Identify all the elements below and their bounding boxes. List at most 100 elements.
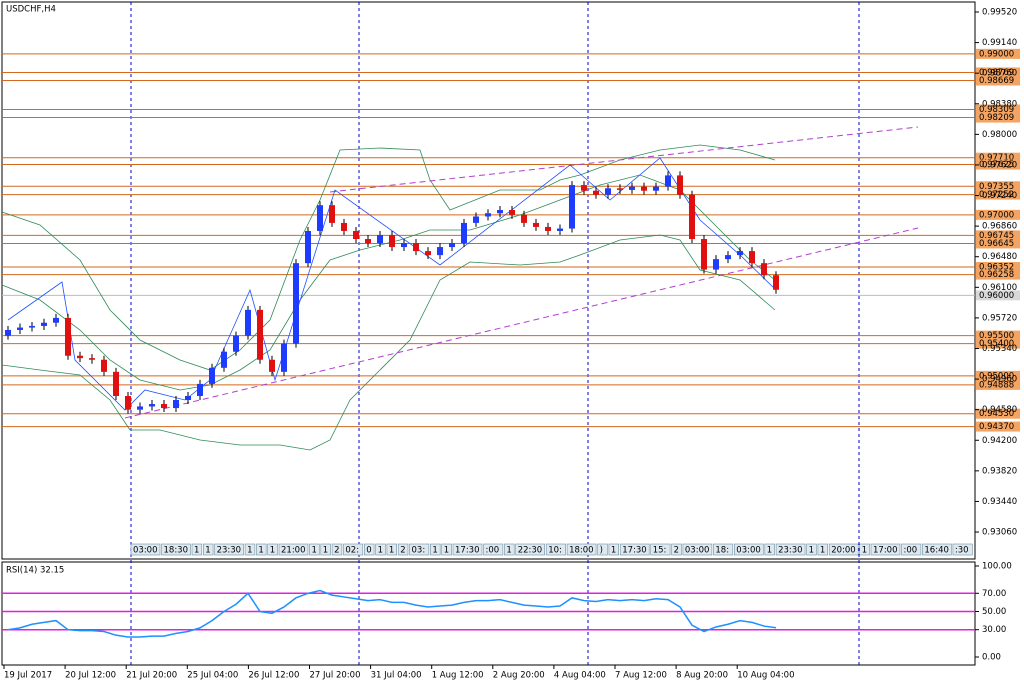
event-label: 20:00 bbox=[831, 546, 856, 556]
x-label: 20 Jul 12:00 bbox=[65, 671, 116, 681]
rsi-axis-label: 100.00 bbox=[982, 562, 1012, 572]
event-label: 1 bbox=[270, 546, 275, 556]
level-label: 0.95400 bbox=[979, 339, 1014, 349]
event-label: 2 bbox=[674, 546, 679, 556]
level-box bbox=[976, 421, 1020, 432]
event-box bbox=[671, 543, 682, 556]
candle-body bbox=[449, 243, 455, 248]
event-box bbox=[650, 543, 671, 556]
event-label: 02: bbox=[345, 546, 359, 556]
level-box bbox=[976, 262, 1020, 273]
level-box bbox=[976, 104, 1020, 115]
candle-body bbox=[497, 210, 503, 214]
x-label: 4 Aug 04:00 bbox=[554, 671, 606, 681]
event-box bbox=[870, 543, 901, 556]
level-label: 0.94530 bbox=[979, 409, 1014, 419]
candle-body bbox=[725, 255, 731, 260]
candle-body bbox=[281, 343, 287, 372]
event-box bbox=[256, 543, 267, 556]
candle-body bbox=[749, 251, 755, 264]
event-box bbox=[161, 543, 191, 556]
event-label: 18:00 bbox=[569, 546, 594, 556]
x-label: 27 Jul 20:00 bbox=[310, 671, 361, 681]
candle-body bbox=[593, 190, 599, 195]
indicators bbox=[1, 126, 919, 451]
price-label: 0.96100 bbox=[982, 283, 1017, 293]
event-label: 1 bbox=[862, 546, 867, 556]
price-label: 0.98000 bbox=[982, 130, 1017, 140]
price-label: 0.98380 bbox=[982, 99, 1017, 109]
event-box bbox=[214, 543, 244, 556]
price-panel bbox=[1, 1, 976, 560]
candle-body bbox=[413, 243, 419, 252]
candle-body bbox=[533, 222, 539, 227]
event-label: 03:00 bbox=[685, 546, 710, 556]
event-label: ) bbox=[600, 546, 603, 556]
candle-body bbox=[629, 186, 635, 190]
level-box bbox=[976, 330, 1020, 341]
candle-body bbox=[461, 222, 467, 244]
level-label: 0.94370 bbox=[979, 422, 1014, 432]
event-box bbox=[130, 543, 161, 556]
price-label: 0.94200 bbox=[982, 436, 1017, 446]
event-box bbox=[608, 543, 620, 556]
candle-body bbox=[365, 239, 371, 244]
candle-body bbox=[473, 216, 479, 223]
event-label: 23:30 bbox=[217, 546, 242, 556]
event-label: 23:30 bbox=[778, 546, 803, 556]
level-label: 0.98669 bbox=[979, 76, 1014, 86]
level-label: 0.98209 bbox=[979, 113, 1014, 123]
level-label: 0.96645 bbox=[979, 239, 1014, 249]
event-box bbox=[203, 543, 214, 556]
event-box bbox=[452, 543, 483, 556]
rsi-axis-label: 70.00 bbox=[982, 589, 1006, 599]
event-label: 1 bbox=[247, 546, 252, 556]
event-label: 16:40 bbox=[924, 546, 949, 556]
candle-body bbox=[41, 322, 47, 326]
candle-body bbox=[125, 395, 131, 410]
event-label: :00 bbox=[904, 546, 918, 556]
level-box bbox=[976, 112, 1020, 123]
event-label: :00 bbox=[486, 546, 500, 556]
candle-body bbox=[761, 263, 767, 276]
candle-body bbox=[317, 205, 323, 231]
event-label: 03:00 bbox=[133, 546, 158, 556]
event-box bbox=[775, 543, 806, 556]
candle-body bbox=[161, 404, 167, 409]
level-label: 0.94888 bbox=[979, 380, 1014, 390]
event-box bbox=[483, 543, 504, 556]
candle-body bbox=[329, 205, 335, 223]
event-box bbox=[713, 543, 734, 556]
candle-body bbox=[17, 327, 23, 330]
event-box bbox=[566, 543, 597, 556]
event-box bbox=[441, 543, 452, 556]
candle-body bbox=[305, 230, 311, 264]
candle-body bbox=[689, 194, 695, 240]
candle-body bbox=[737, 251, 743, 256]
event-box bbox=[828, 543, 859, 556]
event-box bbox=[619, 543, 650, 556]
candle-body bbox=[509, 210, 515, 215]
event-box bbox=[343, 543, 364, 556]
candle-body bbox=[353, 230, 359, 240]
event-box bbox=[515, 543, 546, 556]
level-label: 0.97710 bbox=[979, 153, 1014, 163]
level-box bbox=[976, 269, 1020, 280]
rsi-label: RSI(14) 32.15 bbox=[6, 566, 64, 576]
event-label: 1 bbox=[323, 546, 328, 556]
price-label: 0.94960 bbox=[982, 375, 1017, 385]
candle-body bbox=[53, 317, 59, 323]
event-box bbox=[901, 543, 922, 556]
price-label: 0.96860 bbox=[982, 222, 1017, 232]
level-box bbox=[976, 152, 1020, 163]
event-label: 1 bbox=[194, 546, 199, 556]
rsi-axis-label: 50.00 bbox=[982, 607, 1006, 617]
candle-body bbox=[425, 251, 431, 256]
symbol-label: USDCHF,H4 bbox=[6, 5, 56, 15]
bollinger-lower bbox=[1, 234, 776, 451]
price-label: 0.93440 bbox=[982, 497, 1017, 507]
event-label: 22:30 bbox=[518, 546, 543, 556]
rsi-axis-label: 0.00 bbox=[982, 653, 1001, 663]
candle-body bbox=[713, 259, 719, 270]
